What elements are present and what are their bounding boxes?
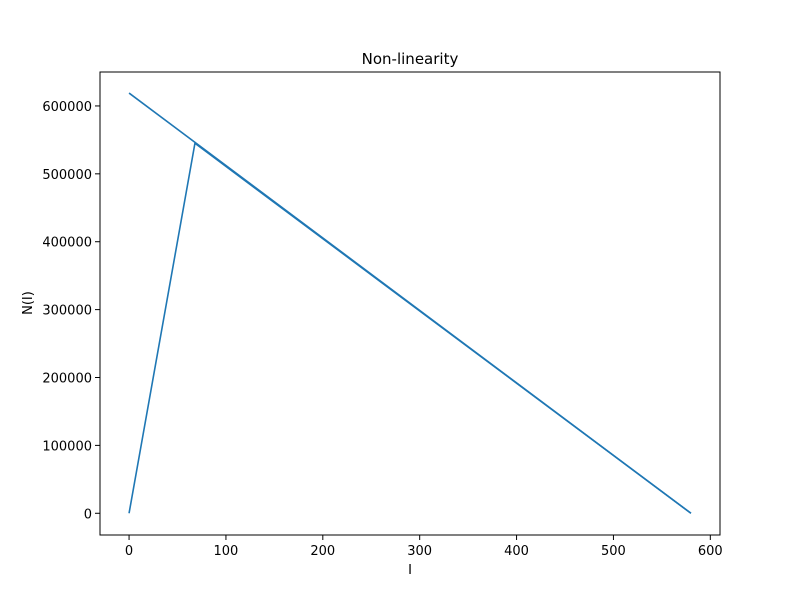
x-tick-label: 500 — [601, 544, 626, 559]
x-tick-label: 600 — [698, 544, 723, 559]
x-tick-label: 0 — [125, 544, 133, 559]
plot-frame — [99, 71, 721, 536]
x-tick-label: 200 — [310, 544, 335, 559]
x-axis-label: I — [408, 563, 412, 578]
y-tick-label: 0 — [84, 507, 92, 522]
series-layer — [128, 92, 692, 514]
series-line-2 — [128, 92, 692, 514]
x-tick-label: 300 — [407, 544, 432, 559]
chart-title: Non-linearity — [362, 50, 459, 68]
y-tick-label: 500000 — [42, 168, 92, 183]
x-tick-label: 100 — [214, 544, 239, 559]
y-tick-label: 300000 — [42, 304, 92, 319]
x-tick-label: 400 — [504, 544, 529, 559]
x-axis-ticks: 0 100 200 300 400 500 600 — [125, 535, 723, 559]
y-tick-label: 600000 — [42, 100, 92, 115]
y-axis-ticks: 0 100000 200000 300000 400000 500000 600000 — [42, 100, 100, 522]
y-tick-label: 400000 — [42, 236, 92, 251]
y-tick-label: 200000 — [42, 371, 92, 386]
y-tick-label: 100000 — [42, 439, 92, 454]
y-axis-label: N(I) — [21, 291, 36, 315]
